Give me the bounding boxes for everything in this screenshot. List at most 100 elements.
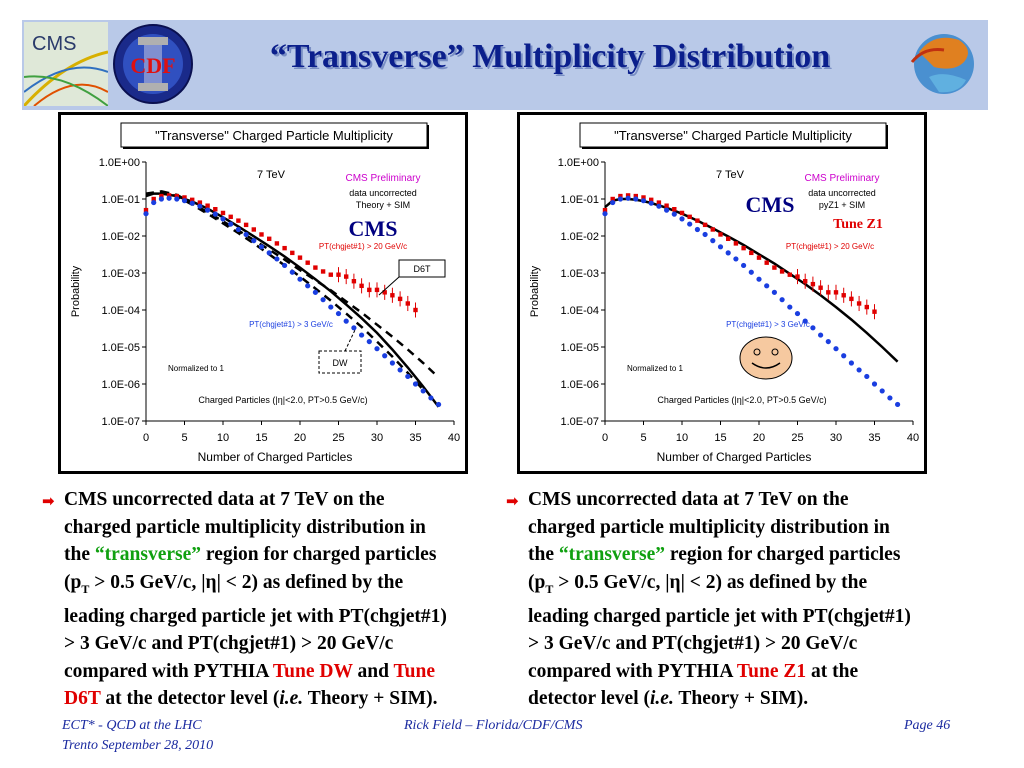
cut-label: Charged Particles (|η|<2.0, PT>0.5 GeV/c… xyxy=(657,395,826,405)
text-line: detector level ( xyxy=(528,688,650,710)
data-point-blue xyxy=(764,283,770,289)
data-point-blue xyxy=(289,269,295,275)
energy-label: 7 TeV xyxy=(257,169,286,181)
data-point-blue xyxy=(158,196,164,202)
data-point-red xyxy=(159,193,164,199)
data-point-red xyxy=(220,210,226,216)
data-point-red xyxy=(733,241,739,246)
data-point-red xyxy=(197,200,203,205)
data-point-blue xyxy=(887,395,893,401)
data-point-blue xyxy=(251,238,257,244)
data-point-red xyxy=(413,307,418,313)
data-point-blue xyxy=(420,388,426,394)
data-point-red xyxy=(174,193,179,199)
data-point-blue xyxy=(436,401,442,408)
text-line: leading charged particle jet with PT(chg… xyxy=(64,605,447,627)
header-bar: CMS CDF xyxy=(22,20,988,110)
data-point-blue xyxy=(664,207,670,213)
y-tick-label: 1.0E-05 xyxy=(101,342,140,354)
data-point-blue xyxy=(694,226,700,233)
arrow-icon: ➡ xyxy=(506,492,519,510)
bullet-right: ➡ CMS uncorrected data at 7 TeV on the c… xyxy=(506,486,984,713)
data-point-red xyxy=(849,296,854,302)
data-point-red xyxy=(328,272,333,277)
data-point-blue xyxy=(412,381,419,387)
data-point-blue xyxy=(756,276,762,282)
data-point-red xyxy=(718,232,723,237)
text-line: charged particle multiplicity distributi… xyxy=(64,516,426,538)
y-tick-label: 1.0E-03 xyxy=(560,268,599,280)
bullet-left: ➡ CMS uncorrected data at 7 TeV on the c… xyxy=(42,486,512,713)
text-line: > 0.5 GeV/c, |η| < 2) as defined by the xyxy=(553,571,868,593)
data-point-red xyxy=(336,272,341,277)
data-point-blue xyxy=(741,262,747,269)
data-point-red xyxy=(602,207,608,213)
data-point-red xyxy=(710,227,715,232)
data-point-blue xyxy=(879,388,885,394)
text-line: region for charged particles xyxy=(665,544,901,565)
data-point-blue xyxy=(610,199,616,206)
text-line: > 3 GeV/c and PT(chgjet#1) > 20 GeV/c xyxy=(528,633,858,655)
chart-right: "Transverse" Charged Particle Multiplici… xyxy=(517,112,927,474)
data-point-blue xyxy=(871,381,878,387)
d6t-box xyxy=(398,259,446,278)
text-line: leading charged particle jet with PT(chg… xyxy=(528,605,911,627)
data-point-blue xyxy=(633,196,639,202)
data-point-red xyxy=(151,196,156,202)
text-line: the xyxy=(64,544,95,565)
chart-title-box xyxy=(120,122,428,148)
smiley-eye-icon xyxy=(753,348,761,356)
data-point-red xyxy=(367,287,372,293)
text-line: region for charged particles xyxy=(201,544,437,565)
data-point-blue xyxy=(374,346,380,352)
normalized-label: Normalized to 1 xyxy=(627,364,684,373)
x-tick-label: 0 xyxy=(143,432,149,444)
data-point-red xyxy=(166,193,172,198)
data-point-blue xyxy=(189,200,195,206)
data-point-red xyxy=(259,232,264,237)
data-point-red xyxy=(228,214,233,220)
data-point-red xyxy=(390,293,395,298)
data-point-blue xyxy=(389,360,395,366)
data-point-blue xyxy=(382,353,388,359)
data-point-red xyxy=(779,269,785,274)
data-point-red xyxy=(803,279,808,284)
y-tick-label: 1.0E-01 xyxy=(101,194,140,206)
transverse-highlight: “transverse” xyxy=(94,544,202,565)
text-line: compared with PYTHIA xyxy=(64,660,273,682)
data-point-blue xyxy=(428,395,434,401)
text-line: charged particle multiplicity distributi… xyxy=(528,516,890,538)
data-point-red xyxy=(182,195,187,200)
x-tick-label: 40 xyxy=(448,432,460,444)
x-tick-label: 10 xyxy=(676,432,688,444)
y-tick-label: 1.0E-06 xyxy=(560,379,599,391)
data-point-red xyxy=(618,193,623,199)
data-point-red xyxy=(641,195,646,200)
bullet-right-text: CMS uncorrected data at 7 TeV on the cha… xyxy=(528,486,984,713)
smiley-mouth-icon xyxy=(751,362,781,369)
data-point-blue xyxy=(710,238,716,244)
data-point-red xyxy=(397,296,403,302)
text-line: compared with PYTHIA xyxy=(528,660,737,682)
red-series-label: PT(chgjet#1) > 20 GeV/c xyxy=(319,242,407,251)
data-point-blue xyxy=(205,207,211,213)
chart-title-box xyxy=(579,122,887,148)
x-tick-label: 20 xyxy=(294,432,306,444)
data-point-red xyxy=(826,290,831,295)
data-point-blue xyxy=(305,283,311,289)
data-point-blue xyxy=(274,256,280,262)
y-tick-label: 1.0E-04 xyxy=(560,305,599,317)
text-line: the xyxy=(528,544,559,565)
d6t-pointer xyxy=(378,276,400,296)
x-tick-label: 25 xyxy=(791,432,803,444)
data-point-red xyxy=(205,203,210,208)
data-point-red xyxy=(190,197,195,203)
text-line: and xyxy=(352,660,394,682)
data-point-blue xyxy=(181,198,188,204)
text-line: Theory + SIM). xyxy=(673,688,809,710)
data-point-blue xyxy=(771,289,777,295)
arrow-icon: ➡ xyxy=(42,492,55,510)
cut-label: Charged Particles (|η|<2.0, PT>0.5 GeV/c… xyxy=(198,395,367,405)
data-point-red xyxy=(818,285,823,290)
data-point-red xyxy=(772,265,777,270)
